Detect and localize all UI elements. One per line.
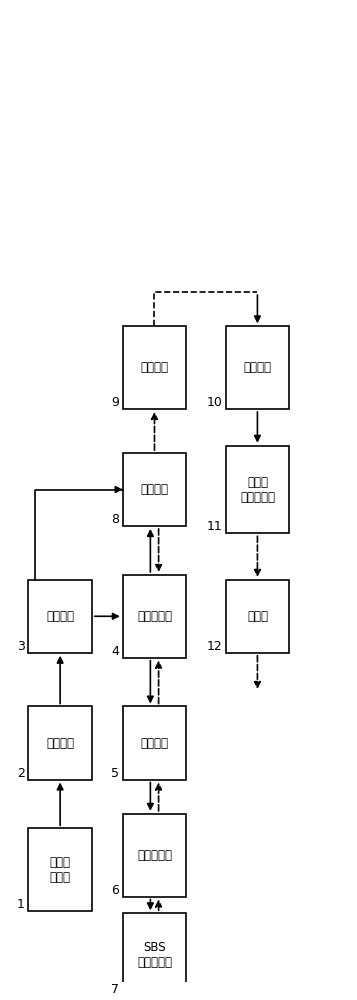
Bar [29, 828, 92, 911]
Bar [123, 913, 186, 996]
Bar [123, 575, 186, 658]
Bar [226, 580, 289, 653]
Bar [123, 326, 186, 409]
Text: 2: 2 [17, 767, 25, 780]
Text: SBS
脉冲压缩器: SBS 脉冲压缩器 [137, 941, 172, 969]
Text: 整形器二: 整形器二 [141, 483, 169, 496]
Text: 种子光
激光器: 种子光 激光器 [50, 856, 71, 884]
Text: 5: 5 [111, 767, 119, 780]
Text: 放大器一: 放大器一 [141, 737, 169, 750]
Text: 8: 8 [111, 513, 119, 526]
Bar [29, 580, 92, 653]
Text: 10: 10 [206, 396, 222, 409]
Bar [226, 326, 289, 409]
Bar [123, 453, 186, 526]
Text: 1: 1 [17, 898, 25, 911]
Bar [29, 706, 92, 780]
Bar [123, 814, 186, 897]
Text: 非线性
频率转换器: 非线性 频率转换器 [240, 476, 275, 504]
Bar [226, 446, 289, 533]
Bar [123, 706, 186, 780]
Text: 偏振器件一: 偏振器件一 [137, 610, 172, 623]
Text: 6: 6 [111, 884, 119, 897]
Text: 放大器三: 放大器三 [141, 361, 169, 374]
Text: 光隔离器: 光隔离器 [46, 737, 74, 750]
Text: 9: 9 [111, 396, 119, 409]
Text: 12: 12 [206, 640, 222, 653]
Text: 整形器三: 整形器三 [243, 361, 271, 374]
Text: 分光器: 分光器 [247, 610, 268, 623]
Text: 整形器一: 整形器一 [46, 610, 74, 623]
Text: 3: 3 [17, 640, 25, 653]
Text: 7: 7 [111, 983, 119, 996]
Text: 4: 4 [111, 645, 119, 658]
Text: 偏振器件二: 偏振器件二 [137, 849, 172, 862]
Text: 11: 11 [206, 520, 222, 533]
